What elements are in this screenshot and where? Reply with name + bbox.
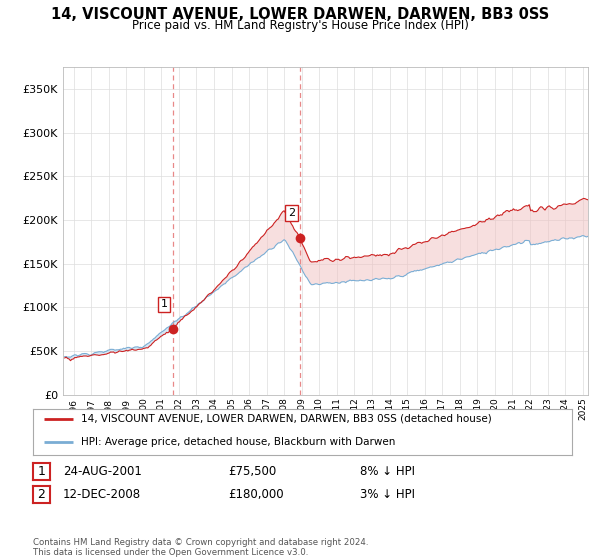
Text: 1: 1 — [37, 465, 46, 478]
Text: HPI: Average price, detached house, Blackburn with Darwen: HPI: Average price, detached house, Blac… — [82, 437, 396, 447]
Text: Contains HM Land Registry data © Crown copyright and database right 2024.
This d: Contains HM Land Registry data © Crown c… — [33, 538, 368, 557]
Text: 2: 2 — [37, 488, 46, 501]
Text: 1: 1 — [160, 300, 167, 309]
Text: 2: 2 — [288, 208, 295, 218]
Text: 24-AUG-2001: 24-AUG-2001 — [63, 465, 142, 478]
Text: £180,000: £180,000 — [228, 488, 284, 501]
Text: Price paid vs. HM Land Registry's House Price Index (HPI): Price paid vs. HM Land Registry's House … — [131, 19, 469, 32]
Text: 12-DEC-2008: 12-DEC-2008 — [63, 488, 141, 501]
Text: £75,500: £75,500 — [228, 465, 276, 478]
Text: 14, VISCOUNT AVENUE, LOWER DARWEN, DARWEN, BB3 0SS (detached house): 14, VISCOUNT AVENUE, LOWER DARWEN, DARWE… — [82, 414, 492, 424]
Text: 3% ↓ HPI: 3% ↓ HPI — [360, 488, 415, 501]
Text: 8% ↓ HPI: 8% ↓ HPI — [360, 465, 415, 478]
Text: 14, VISCOUNT AVENUE, LOWER DARWEN, DARWEN, BB3 0SS: 14, VISCOUNT AVENUE, LOWER DARWEN, DARWE… — [51, 7, 549, 22]
